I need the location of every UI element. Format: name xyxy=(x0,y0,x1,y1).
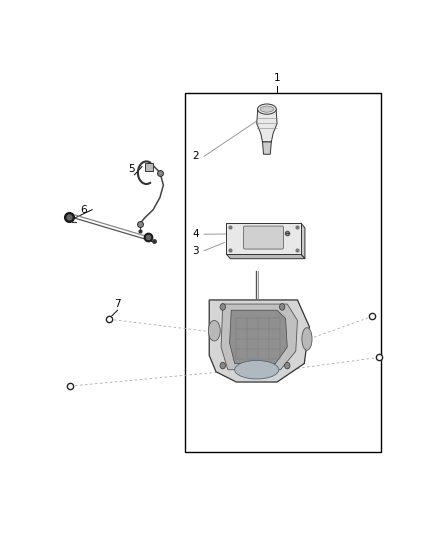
Text: 3: 3 xyxy=(192,246,199,256)
Text: 2: 2 xyxy=(192,151,199,161)
Text: 6: 6 xyxy=(80,205,87,215)
Polygon shape xyxy=(257,109,277,142)
Ellipse shape xyxy=(235,360,279,379)
Polygon shape xyxy=(145,163,153,171)
Bar xyxy=(185,93,381,452)
Text: 4: 4 xyxy=(192,229,199,239)
Circle shape xyxy=(220,362,226,369)
Text: 5: 5 xyxy=(128,164,134,174)
Polygon shape xyxy=(226,254,305,259)
Circle shape xyxy=(285,362,290,369)
Polygon shape xyxy=(209,300,309,382)
FancyBboxPatch shape xyxy=(244,226,283,249)
Text: 7: 7 xyxy=(114,299,121,309)
Polygon shape xyxy=(221,304,297,370)
Circle shape xyxy=(220,304,226,310)
Circle shape xyxy=(279,304,285,310)
Polygon shape xyxy=(301,223,305,259)
Ellipse shape xyxy=(208,320,220,341)
Ellipse shape xyxy=(260,106,274,112)
Ellipse shape xyxy=(258,104,276,114)
Ellipse shape xyxy=(302,328,312,350)
Polygon shape xyxy=(230,310,287,364)
Text: 1: 1 xyxy=(274,74,280,83)
Polygon shape xyxy=(262,142,271,154)
Polygon shape xyxy=(226,223,301,254)
